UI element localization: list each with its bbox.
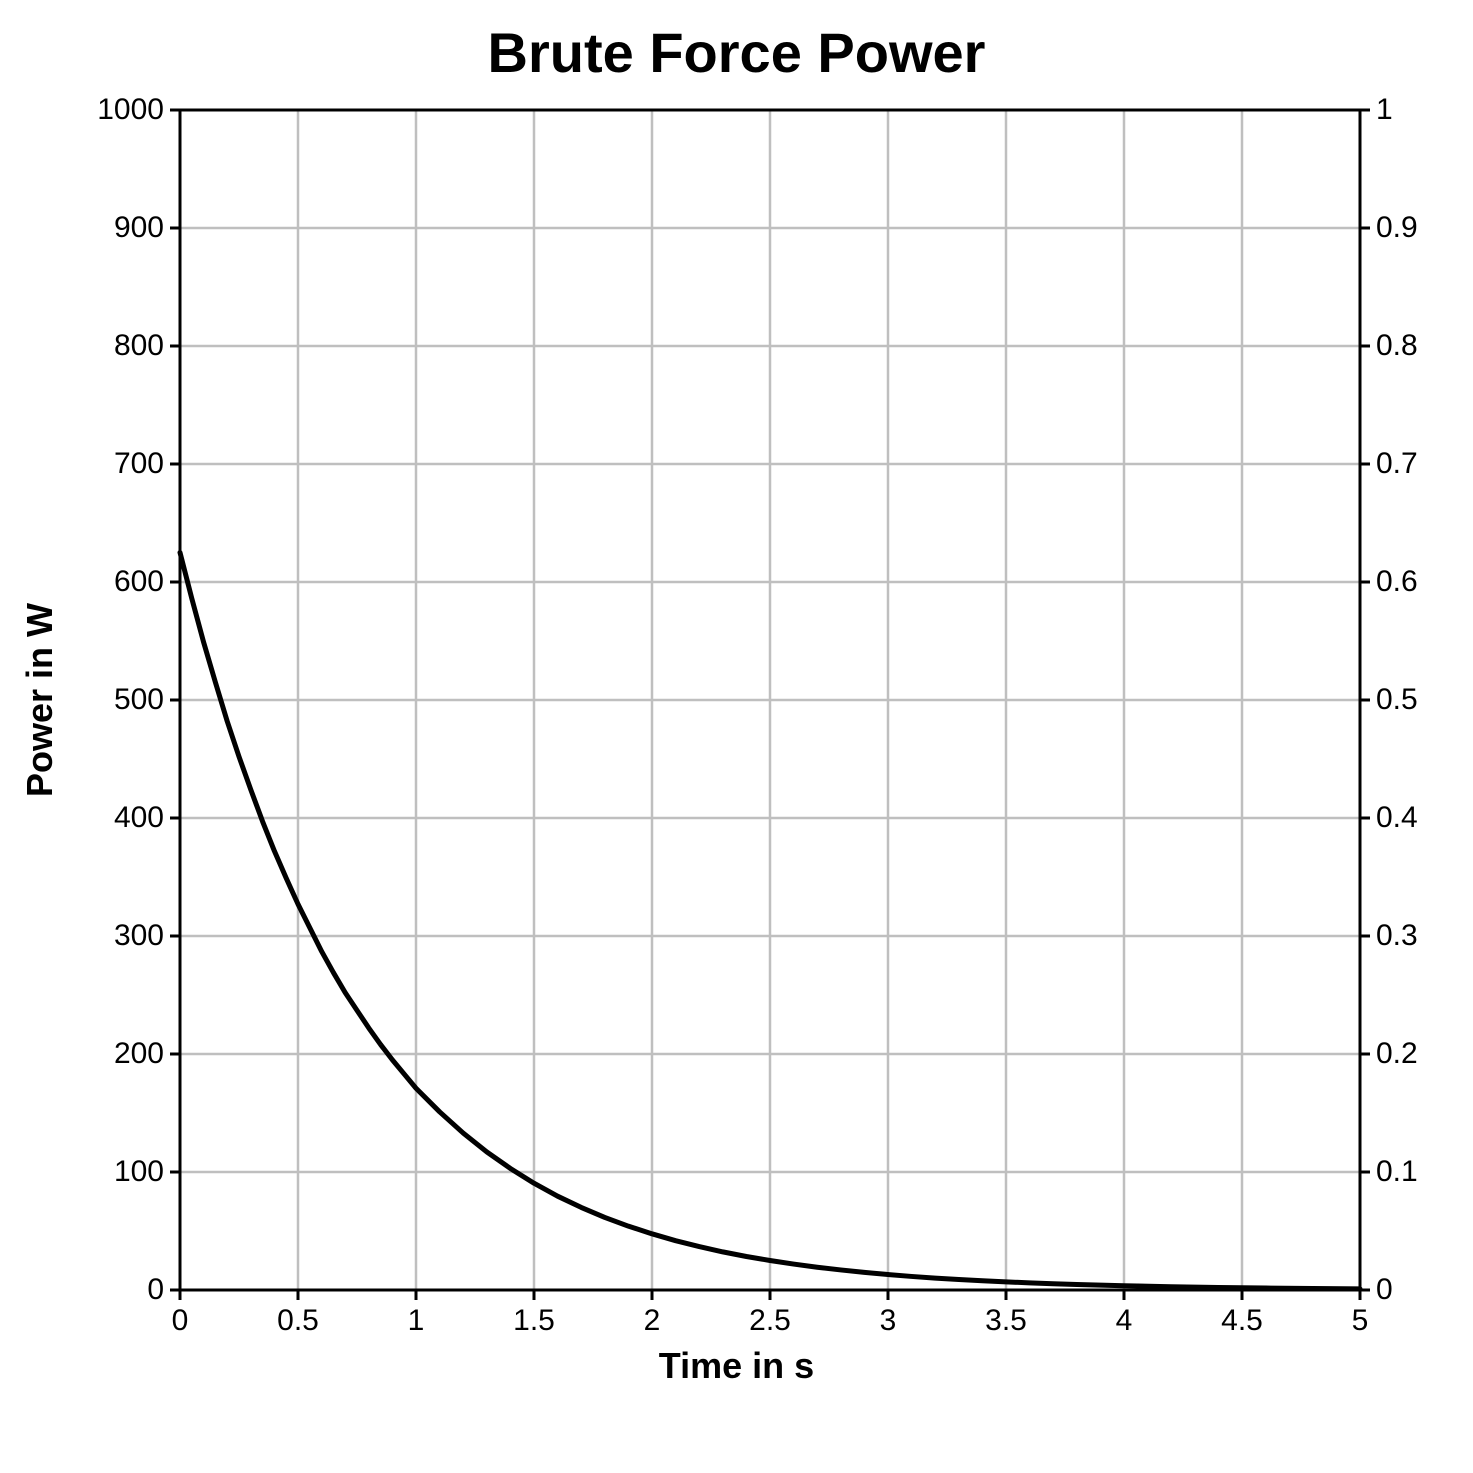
x-tick-label: 3.5 [985,1304,1027,1338]
y-right-tick-label: 0.5 [1376,683,1418,717]
x-tick-label: 2.5 [749,1304,791,1338]
chart-container: Brute Force Power Power in W Time in s 0… [0,0,1473,1473]
x-tick-label: 0 [172,1304,189,1338]
y-left-tick-label: 100 [114,1155,164,1189]
y-left-tick-label: 900 [114,211,164,245]
y-left-tick-label: 500 [114,683,164,717]
y-left-tick-label: 0 [147,1273,164,1307]
y-right-tick-label: 0.8 [1376,329,1418,363]
y-left-tick-label: 400 [114,801,164,835]
y-right-tick-label: 0 [1376,1273,1393,1307]
x-tick-label: 1.5 [513,1304,555,1338]
y-right-tick-label: 0.2 [1376,1037,1418,1071]
chart-title: Brute Force Power [0,20,1473,85]
y-right-tick-label: 0.3 [1376,919,1418,953]
y-left-tick-label: 800 [114,329,164,363]
y-left-tick-label: 1000 [97,93,164,127]
y-right-tick-label: 0.1 [1376,1155,1418,1189]
y-left-tick-label: 300 [114,919,164,953]
y-right-tick-label: 0.9 [1376,211,1418,245]
y-left-tick-label: 200 [114,1037,164,1071]
x-tick-label: 4.5 [1221,1304,1263,1338]
x-tick-label: 5 [1352,1304,1369,1338]
y-right-tick-label: 1 [1376,93,1393,127]
y-right-tick-label: 0.7 [1376,447,1418,481]
x-tick-label: 2 [644,1304,661,1338]
y-left-tick-label: 600 [114,565,164,599]
y-right-tick-label: 0.4 [1376,801,1418,835]
x-tick-label: 4 [1116,1304,1133,1338]
y-right-tick-label: 0.6 [1376,565,1418,599]
plot-area [180,110,1360,1290]
x-tick-label: 1 [408,1304,425,1338]
y-left-tick-label: 700 [114,447,164,481]
x-tick-label: 3 [880,1304,897,1338]
x-tick-label: 0.5 [277,1304,319,1338]
x-axis-label: Time in s [0,1345,1473,1387]
y-axis-label: Power in W [19,603,61,797]
